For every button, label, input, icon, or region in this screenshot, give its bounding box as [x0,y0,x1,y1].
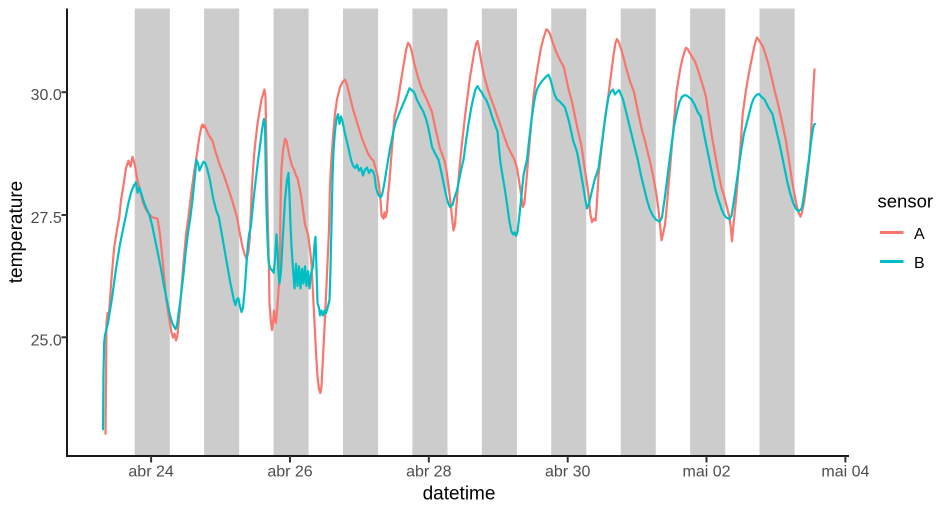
svg-text:datetime: datetime [423,484,496,505]
svg-text:A: A [914,226,925,243]
svg-text:abr 30: abr 30 [545,464,590,481]
svg-text:mai 02: mai 02 [682,464,730,481]
svg-text:temperature: temperature [6,181,27,283]
svg-text:mai 04: mai 04 [821,464,869,481]
svg-text:25.0: 25.0 [31,332,62,349]
svg-text:30.0: 30.0 [31,87,62,104]
svg-text:abr 24: abr 24 [128,464,173,481]
svg-text:abr 28: abr 28 [406,464,451,481]
svg-text:27.5: 27.5 [31,210,62,227]
svg-text:abr 26: abr 26 [267,464,312,481]
svg-text:B: B [914,255,925,272]
svg-text:sensor: sensor [878,190,934,211]
